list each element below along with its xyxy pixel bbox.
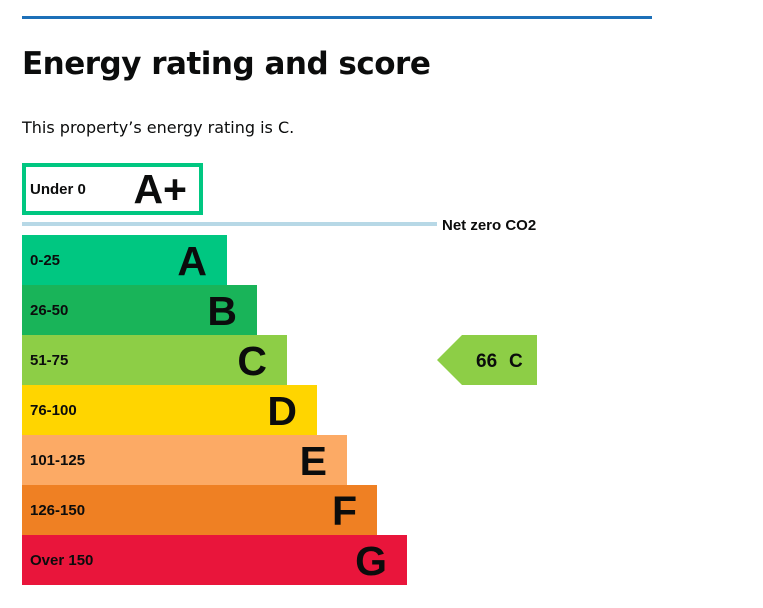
band-e-letter: E — [300, 438, 327, 484]
net-zero-label: Net zero CO2 — [442, 217, 536, 234]
band-d-letter: D — [267, 388, 297, 434]
band-f-range: 126-150 — [30, 502, 85, 519]
band-c-bar — [22, 335, 287, 385]
current-rating-arrow — [437, 335, 537, 385]
band-f-bar — [22, 485, 377, 535]
band-c-range: 51-75 — [30, 352, 68, 369]
band-a-plus-range: Under 0 — [30, 181, 86, 198]
band-a-plus-letter: A+ — [133, 166, 187, 212]
band-e-bar — [22, 435, 347, 485]
band-b-bar — [22, 285, 257, 335]
band-g-letter: G — [355, 538, 387, 584]
band-f-letter: F — [332, 488, 357, 534]
top-rule — [22, 16, 652, 19]
band-g-bar — [22, 535, 407, 585]
band-d-range: 76-100 — [30, 402, 77, 419]
band-b-letter: B — [207, 288, 237, 334]
band-c-letter: C — [237, 338, 267, 384]
band-a-plus-box — [22, 163, 203, 215]
energy-rating-summary: This property’s energy rating is C. — [22, 118, 295, 137]
band-a-range: 0-25 — [30, 252, 60, 269]
band-d-bar — [22, 385, 317, 435]
band-a-letter: A — [177, 238, 207, 284]
net-zero-line — [22, 222, 437, 226]
page-title: Energy rating and score — [22, 46, 431, 82]
band-a-bar — [22, 235, 227, 285]
band-b-range: 26-50 — [30, 302, 68, 319]
current-rating-score: 66 — [476, 351, 497, 372]
band-e-range: 101-125 — [30, 452, 85, 469]
band-g-range: Over 150 — [30, 552, 93, 569]
current-rating-band: C — [509, 351, 523, 372]
